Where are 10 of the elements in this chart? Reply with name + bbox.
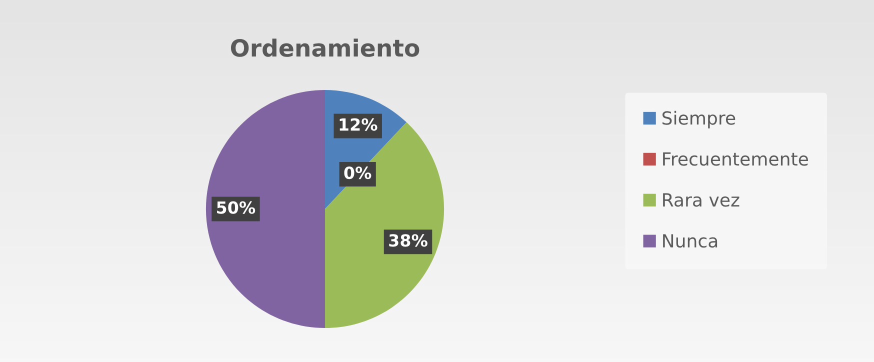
pie-slice bbox=[206, 90, 325, 328]
legend-label: Nunca bbox=[663, 234, 718, 248]
legend-label: Rara vez bbox=[663, 193, 740, 207]
data-label: 12% bbox=[340, 118, 378, 131]
data-label: 38% bbox=[389, 234, 428, 247]
chart-title: Ordenamiento bbox=[230, 38, 420, 57]
legend-label: Siempre bbox=[662, 110, 736, 128]
data-label: 50% bbox=[217, 201, 256, 214]
legend-label: Frecuentemente bbox=[663, 152, 808, 166]
text: 0% bbox=[344, 166, 372, 180]
